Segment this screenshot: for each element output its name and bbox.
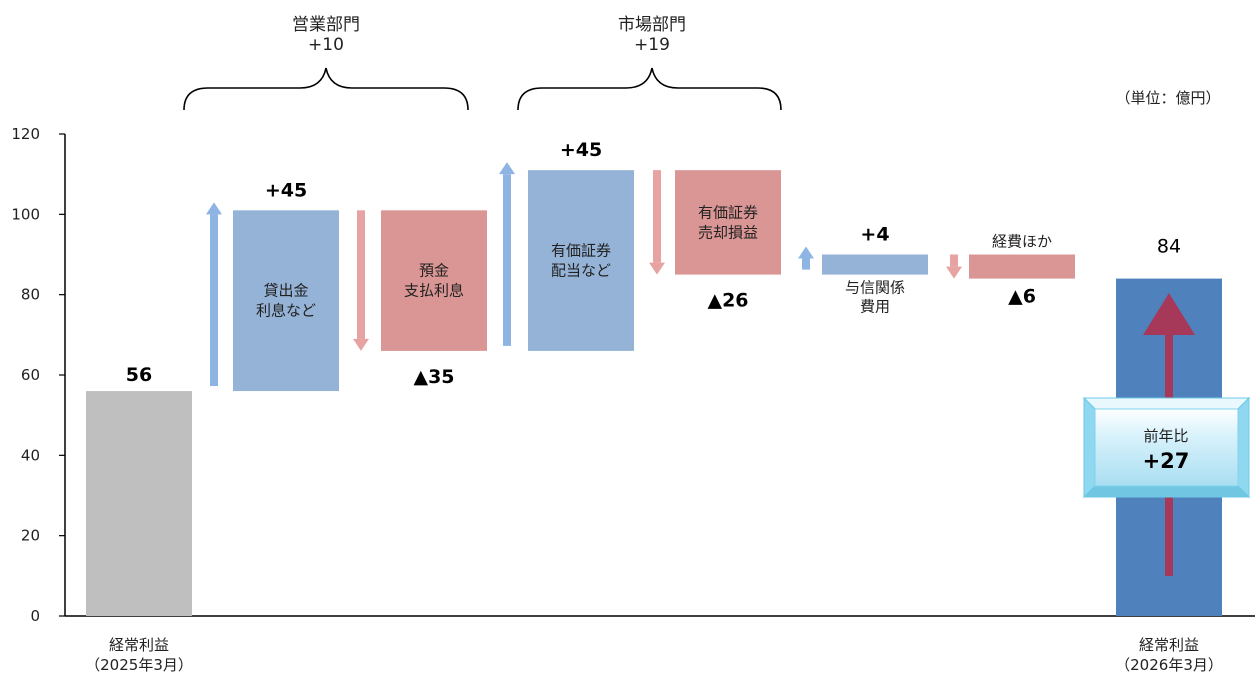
bar-category-label: 貸出金 (263, 282, 308, 300)
y-tick-label: 40 (21, 446, 40, 464)
y-tick-label: 120 (11, 125, 40, 143)
segment-brace-market (517, 67, 782, 111)
bar-value-label: ▲6 (1008, 286, 1036, 308)
bar-category-label: 預金 (419, 262, 449, 280)
y-axis-ticks: 0 20 40 60 80 100 120 (11, 125, 65, 625)
decrease-arrow (649, 170, 665, 275)
decrease-arrow (946, 254, 962, 279)
yoy-value: +27 (1143, 449, 1190, 473)
increase-arrow (798, 246, 814, 270)
x-category-label: （2026年3月） (1115, 656, 1223, 674)
bar-value-label: ▲35 (413, 366, 454, 388)
decrease-bar (381, 210, 487, 351)
bar-value-label: 84 (1157, 236, 1181, 258)
y-tick-label: 20 (21, 527, 40, 545)
decrease-bar (675, 170, 781, 275)
increase-bar (822, 254, 928, 275)
increase-bar (528, 170, 634, 351)
increase-bar (233, 210, 339, 392)
bar-category-label: 支払利息 (404, 282, 464, 300)
segment-total-market: +19 (634, 35, 670, 55)
bar-category-label: 配当など (551, 262, 611, 280)
bar-category-label: 利息など (256, 302, 316, 320)
increase-arrow (206, 202, 222, 387)
bar-category-label: 費用 (860, 298, 890, 316)
bar-value-label: +45 (265, 179, 307, 201)
bar-category-label: 有価証券 (698, 203, 758, 221)
y-tick-label: 100 (11, 205, 40, 223)
bar-category-label: 経費ほか (992, 233, 1052, 251)
bar-category-label: 売却損益 (698, 223, 758, 241)
bar-value-label: 56 (126, 364, 152, 386)
bar-value-label: +45 (560, 139, 602, 161)
y-tick-label: 80 (21, 286, 40, 304)
decrease-arrow (353, 210, 369, 351)
x-category-label: 経常利益 (1139, 636, 1199, 654)
units-label: （単位：億円） (1115, 89, 1220, 107)
y-tick-label: 0 (30, 607, 40, 625)
y-tick-label: 60 (21, 366, 40, 384)
yoy-callout: 前年比 +27 (1082, 396, 1251, 499)
segment-brace-sales (183, 67, 469, 111)
total-bar (86, 391, 192, 616)
segment-total-sales: +10 (308, 35, 344, 55)
increase-arrow (499, 162, 515, 346)
x-category-label: 経常利益 (109, 636, 169, 654)
bar-category-label: 与信関係 (845, 279, 905, 297)
segment-title-sales: 営業部門 (292, 15, 360, 35)
bar-value-label: ▲26 (707, 290, 748, 312)
yoy-label: 前年比 (1143, 427, 1188, 445)
decrease-bar (969, 254, 1075, 279)
bar-value-label: +4 (860, 224, 889, 246)
segment-title-market: 市場部門 (618, 15, 686, 35)
bar-category-label: 有価証券 (551, 242, 611, 260)
x-category-label: （2025年3月） (85, 656, 193, 674)
